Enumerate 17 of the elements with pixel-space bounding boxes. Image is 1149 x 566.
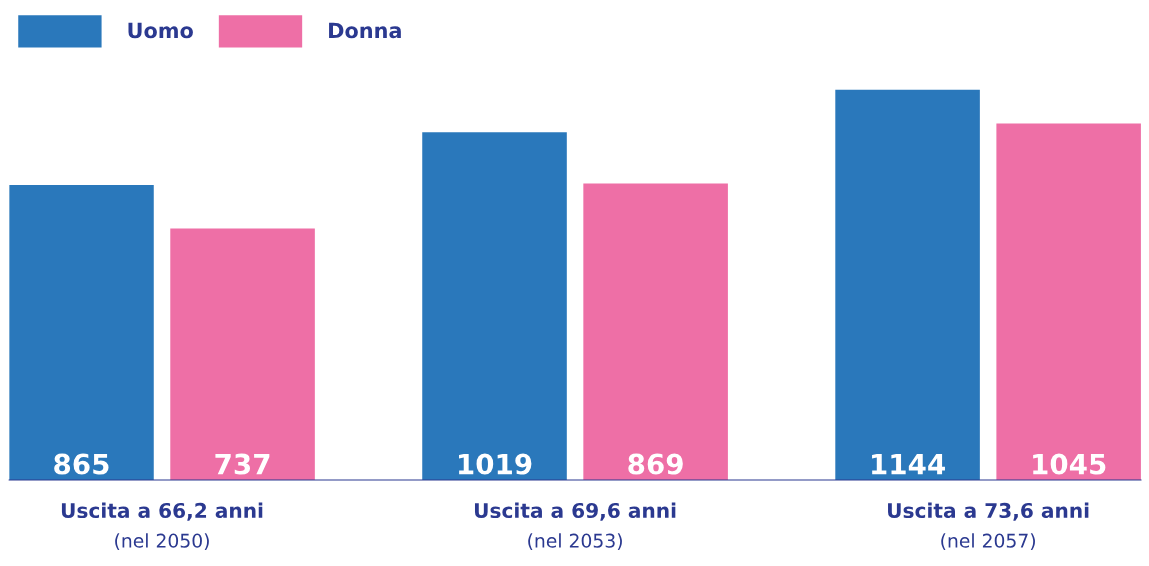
bar — [170, 228, 315, 480]
bar — [583, 183, 728, 480]
bar — [996, 123, 1141, 480]
data-label: 869 — [628, 453, 683, 475]
data-label: 1045 — [1033, 453, 1106, 475]
bar — [422, 132, 567, 480]
bar — [835, 89, 980, 480]
x-tick-label: Uscita a 66,2 anni (nel 2050) — [61, 502, 263, 550]
data-label: 1019 — [459, 453, 532, 475]
x-tick-label: Uscita a 69,6 anni (nel 2053) — [474, 502, 676, 550]
legend-label: Uomo — [128, 22, 193, 39]
bar — [9, 184, 154, 480]
legend-label: Donna — [329, 22, 401, 39]
data-label: 865 — [54, 453, 109, 475]
x-tick-label: Uscita a 73,6 anni (nel 2057) — [888, 502, 1089, 550]
data-label: 737 — [215, 453, 270, 475]
data-label: 1144 — [872, 453, 945, 475]
